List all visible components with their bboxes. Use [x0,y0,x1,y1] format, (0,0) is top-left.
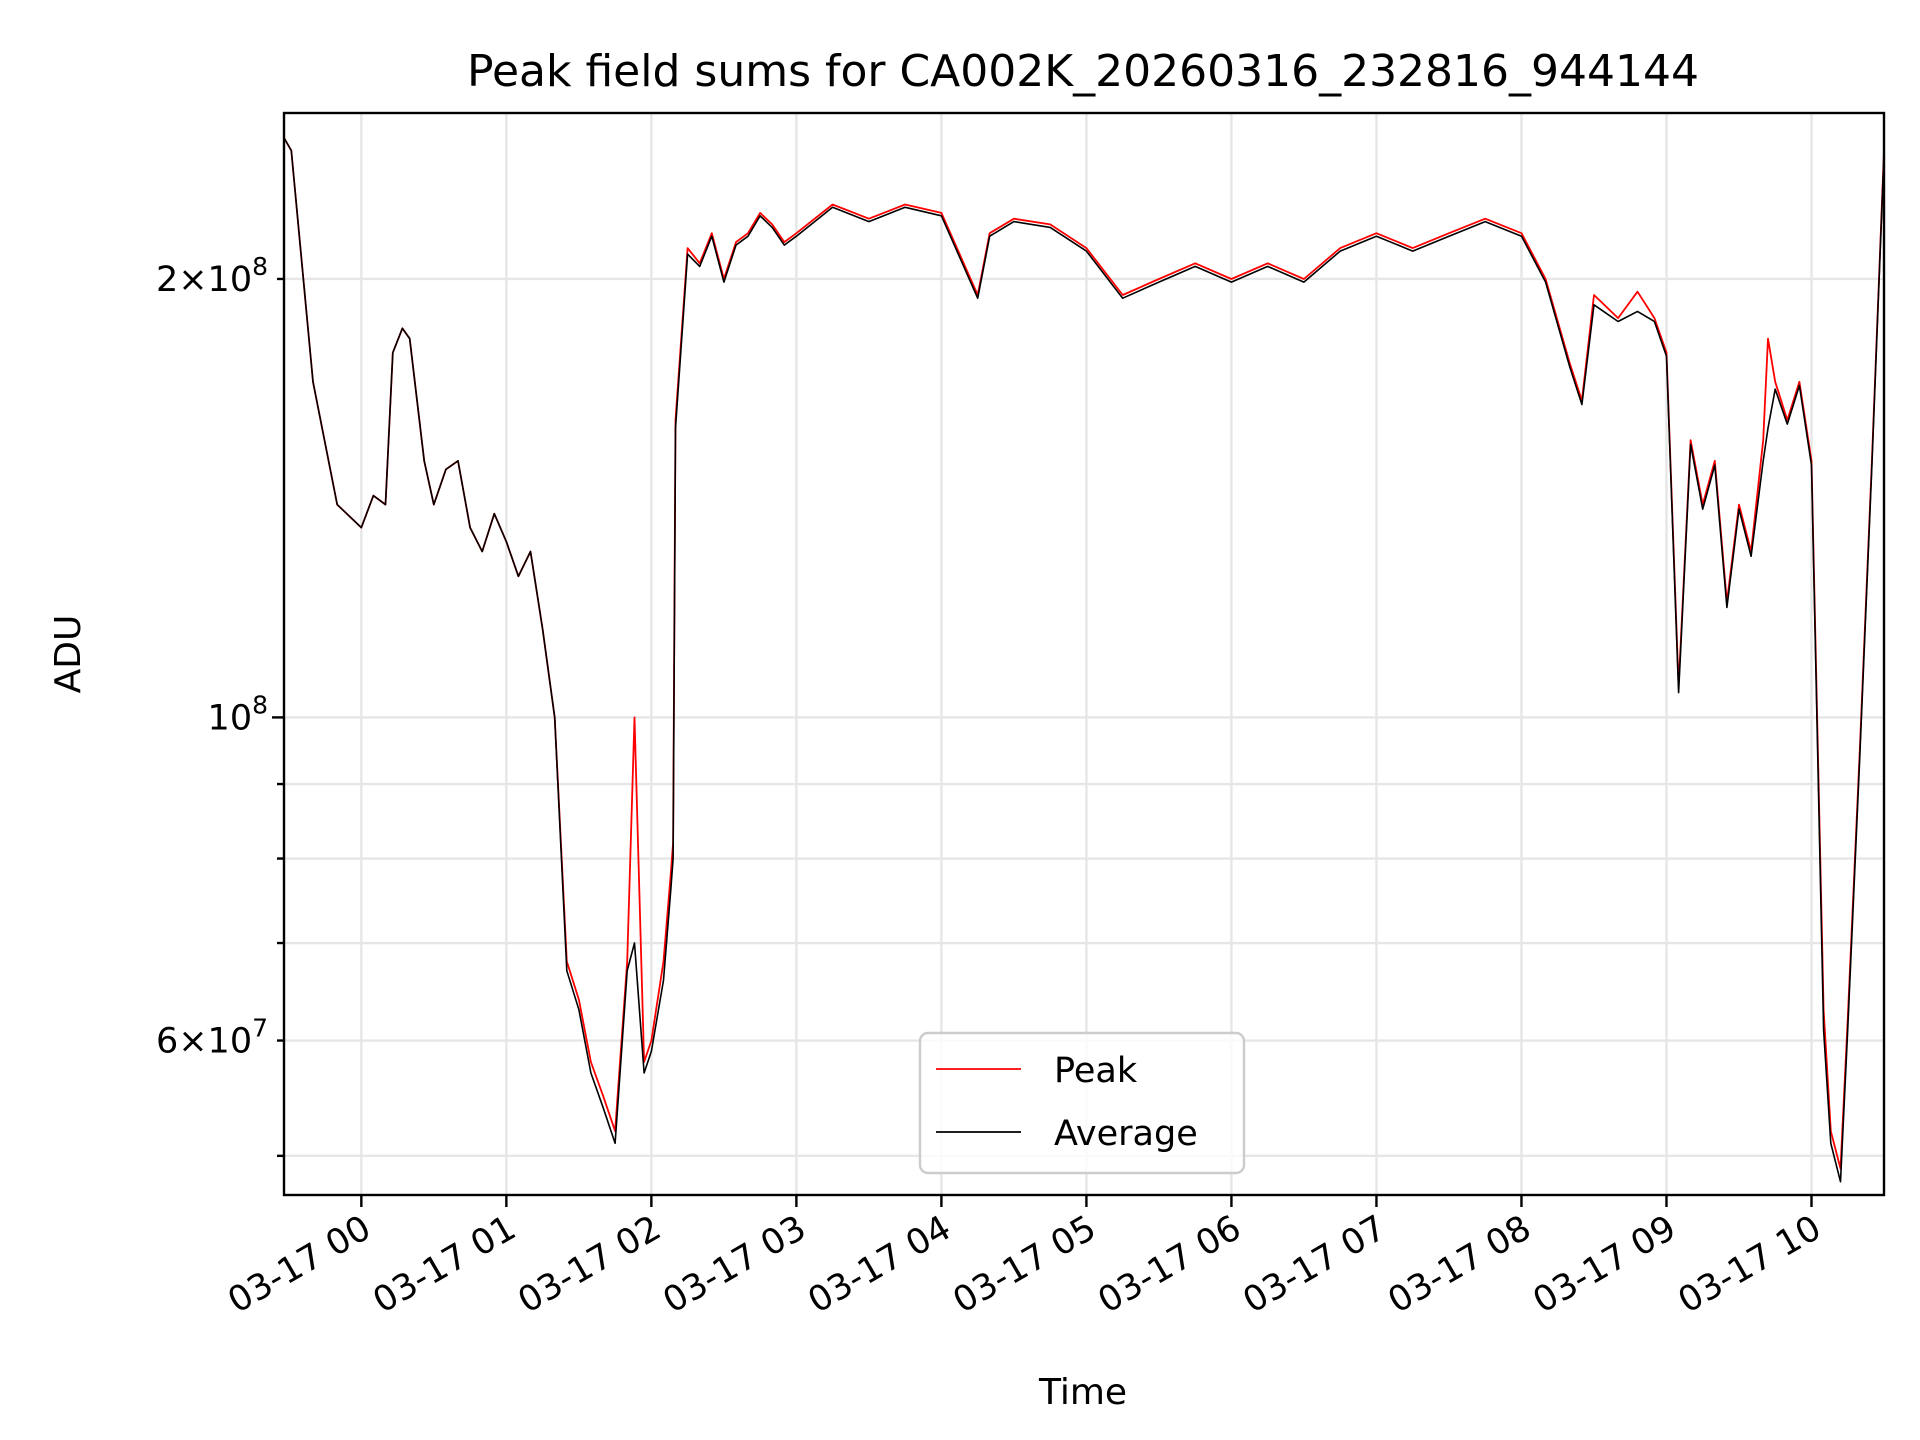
plot-frame [282,111,1886,1197]
x-tick-label: 03-17 05 [947,1208,1103,1321]
chart-title: Peak field sums for CA002K_20260316_2328… [467,46,1699,97]
series-lines [284,137,1884,1183]
legend-box [918,1031,1246,1175]
legend: Peak Average [918,1031,1246,1175]
x-tick-label: 03-17 03 [657,1208,813,1321]
x-tick-label: 03-17 01 [367,1208,523,1321]
x-tick-label: 03-17 08 [1382,1208,1538,1321]
x-axis-label: Time [1038,1372,1127,1413]
x-tick-label: 03-17 04 [802,1208,958,1321]
x-tick-label: 03-17 00 [222,1208,378,1321]
y-tick-label: 2×108 [156,252,268,300]
x-tick-label: 03-17 06 [1092,1208,1248,1321]
x-tick-label: 03-17 02 [512,1208,668,1321]
series-line-average [284,137,1884,1183]
x-tick-label: 03-17 10 [1672,1208,1828,1321]
y-tick-label: 108 [208,690,268,738]
legend-label-peak: Peak [1054,1051,1138,1091]
y-axis-label: ADU [48,615,89,694]
x-tick-label: 03-17 07 [1237,1208,1393,1321]
x-tick-label: 03-17 09 [1527,1208,1683,1321]
y-tick-label: 6×107 [156,1014,268,1062]
series-line-peak [284,137,1884,1170]
y-axis: 108 6×107 2×108 [156,252,284,1158]
legend-label-average: Average [1054,1114,1198,1154]
